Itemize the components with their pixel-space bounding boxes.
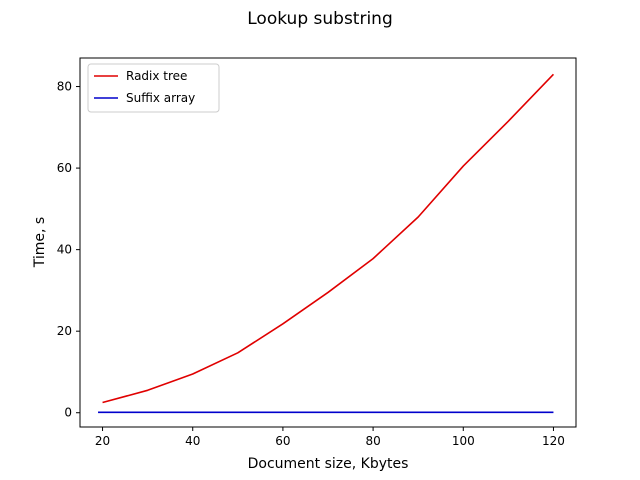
legend: Radix tree Suffix array <box>87 63 220 113</box>
y-tick-label: 0 <box>64 406 72 420</box>
x-axis-label: Document size, Kbytes <box>248 456 409 472</box>
x-tick-label: 40 <box>185 434 200 448</box>
y-tick-label: 20 <box>57 324 72 338</box>
plot-frame <box>79 57 577 428</box>
y-tick-label: 40 <box>57 243 72 257</box>
series-line-radix-tree <box>102 73 555 404</box>
y-tick-label: 60 <box>57 161 72 175</box>
x-tick-label: 100 <box>452 434 475 448</box>
legend-label-suffix-array: Suffix array <box>126 91 195 105</box>
y-axis-label: Time, s <box>32 217 48 268</box>
legend-box <box>87 63 220 113</box>
axis-ticks: 20 40 60 80 100 120 0 20 40 60 80 <box>57 80 565 448</box>
y-tick-label: 80 <box>57 80 72 94</box>
chart-title: Lookup substring <box>247 9 393 29</box>
x-tick-label: 120 <box>542 434 565 448</box>
x-tick-label: 80 <box>365 434 380 448</box>
x-tick-label: 20 <box>95 434 110 448</box>
plot-area <box>98 73 555 414</box>
x-tick-label: 60 <box>275 434 290 448</box>
legend-label-radix-tree: Radix tree <box>126 69 187 83</box>
